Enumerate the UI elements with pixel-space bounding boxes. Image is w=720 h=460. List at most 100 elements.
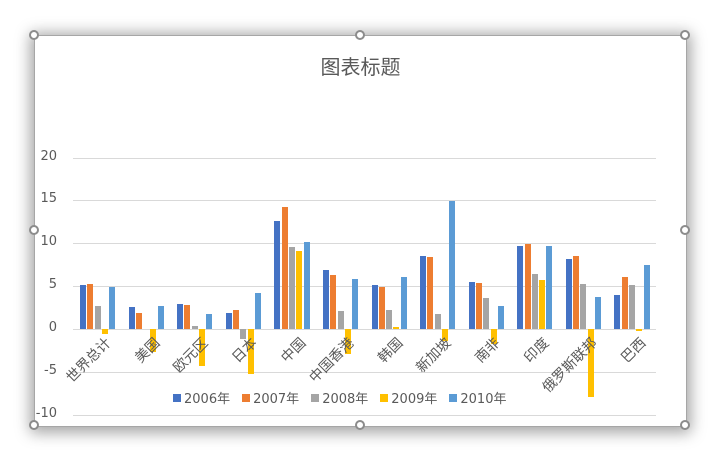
gridline [73,243,656,244]
bar[interactable] [420,256,426,329]
bar[interactable] [401,277,407,329]
legend-label: 2009年 [391,392,438,407]
bar[interactable] [588,329,594,397]
x-axis-category-label: 韩国 [375,335,407,367]
bar[interactable] [644,265,650,329]
legend[interactable]: 2006年 2007年 2008年 2009年 2010年 [173,388,506,407]
x-axis-category-label: 印度 [521,335,553,367]
resize-handle-middle-left[interactable] [29,225,39,235]
bar[interactable] [622,277,628,329]
bar[interactable] [539,280,545,329]
bar[interactable] [289,247,295,329]
bar[interactable] [330,275,336,329]
legend-label: 2007年 [253,392,300,407]
bar[interactable] [532,274,538,329]
bar[interactable] [338,311,344,329]
bar[interactable] [566,259,572,329]
bar[interactable] [296,251,302,329]
x-axis-category-label: 美国 [132,335,164,367]
bar[interactable] [345,329,351,354]
bar[interactable] [636,329,642,331]
bar[interactable] [199,329,205,366]
legend-label: 2008年 [322,392,369,407]
bar[interactable] [546,246,552,329]
resize-handle-top-right[interactable] [680,30,690,40]
resize-handle-bottom-left[interactable] [29,420,39,430]
y-axis-tick-label: 5 [48,277,57,292]
resize-handle-bottom-center[interactable] [355,420,365,430]
bar[interactable] [573,256,579,329]
bar[interactable] [282,207,288,329]
y-axis-tick-label: 15 [40,191,57,206]
bar[interactable] [427,257,433,329]
bar[interactable] [274,221,280,329]
bar[interactable] [629,285,635,329]
gridline [73,286,656,287]
gridline [73,158,656,159]
bar[interactable] [192,326,198,329]
bar[interactable] [352,279,358,329]
legend-item[interactable]: 2009年 [380,388,437,407]
bar[interactable] [386,310,392,329]
bar[interactable] [498,306,504,329]
x-axis-category-label: 南非 [472,335,504,367]
y-axis-tick-label: 0 [48,320,57,335]
bar[interactable] [158,306,164,329]
bar[interactable] [595,297,601,329]
y-axis-tick-label: -10 [35,406,57,421]
bar[interactable] [614,295,620,329]
chart-frame[interactable]: 图表标题 -10 -5 0 5 10 15 20 世界总计 美国 欧元区 日本 中国 中国香港 韩国 新加坡… [29,30,690,430]
gridline [73,200,656,201]
resize-handle-top-center[interactable] [355,30,365,40]
resize-handle-bottom-right[interactable] [680,420,690,430]
bar[interactable] [129,307,135,329]
bar[interactable] [177,304,183,329]
bar[interactable] [323,270,329,329]
bar[interactable] [476,283,482,329]
bar[interactable] [95,306,101,329]
bar[interactable] [226,313,232,329]
legend-label: 2006年 [184,392,231,407]
bar[interactable] [109,287,115,329]
bar[interactable] [372,285,378,329]
bar[interactable] [102,329,108,334]
bar[interactable] [255,293,261,329]
resize-handle-top-left[interactable] [29,30,39,40]
bar[interactable] [206,314,212,329]
bar[interactable] [469,282,475,329]
legend-label: 2010年 [460,392,507,407]
bar[interactable] [517,246,523,329]
bar[interactable] [136,313,142,329]
legend-item[interactable]: 2006年 [173,388,230,407]
chart-title[interactable]: 图表标题 [320,55,401,79]
x-axis-category-label: 世界总计 [63,335,115,387]
x-axis-category-label: 新加坡 [413,335,455,377]
legend-swatch-icon [449,393,458,402]
bar[interactable] [491,329,497,344]
bar[interactable] [442,329,448,341]
bar[interactable] [525,244,531,329]
bar[interactable] [80,285,86,329]
bar[interactable] [233,310,239,329]
bar[interactable] [87,284,93,329]
bar[interactable] [435,314,441,329]
bar[interactable] [248,329,254,374]
x-axis-category-label: 巴西 [618,335,650,367]
bar[interactable] [449,201,455,329]
bar[interactable] [150,329,156,352]
bar[interactable] [184,305,190,329]
legend-item[interactable]: 2010年 [449,388,506,407]
bar[interactable] [240,329,246,339]
x-axis-category-label: 欧元区 [170,335,212,377]
bar[interactable] [393,327,399,329]
bar[interactable] [304,242,310,329]
bar[interactable] [580,284,586,329]
resize-handle-middle-right[interactable] [680,225,690,235]
legend-item[interactable]: 2008年 [311,388,368,407]
gridline [73,372,656,373]
legend-item[interactable]: 2007年 [242,388,299,407]
legend-swatch-icon [380,393,389,402]
bar[interactable] [379,287,385,329]
bar[interactable] [483,298,489,329]
legend-swatch-icon [173,393,181,402]
